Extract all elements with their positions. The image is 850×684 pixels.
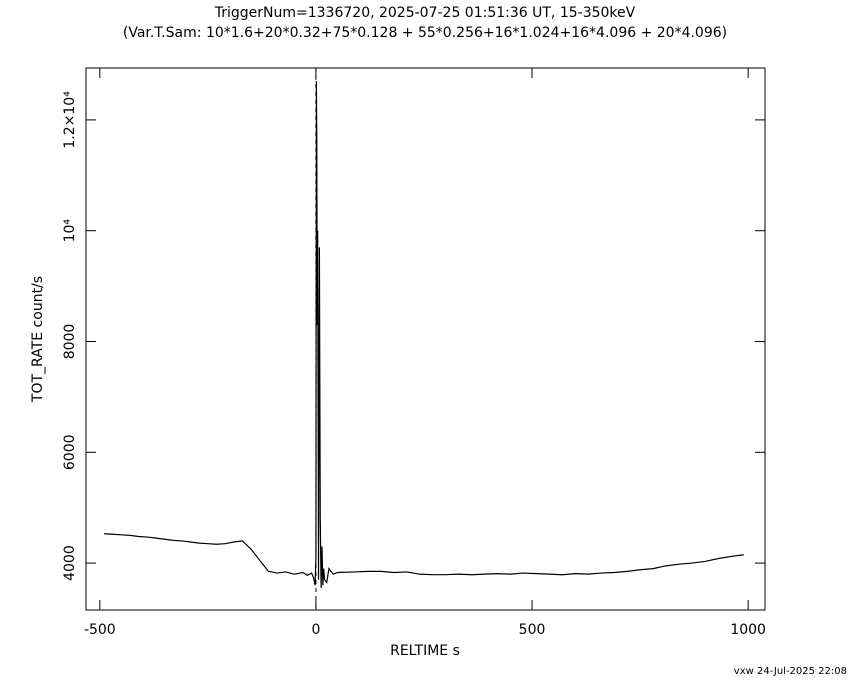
- chart-title: TriggerNum=1336720, 2025-07-25 01:51:36 …: [214, 5, 636, 21]
- footer: vxw 24-Jul-2025 22:08: [734, 666, 847, 677]
- y-tick-label: 1.2×10⁴: [62, 91, 78, 149]
- x-tick-label: -500: [84, 622, 116, 638]
- y-tick-label: 4000: [62, 545, 78, 581]
- x-tick-label: 0: [311, 622, 320, 638]
- x-tick-label: 500: [519, 622, 546, 638]
- y-tick-label: 6000: [62, 434, 78, 470]
- y-tick-label: 8000: [62, 324, 78, 360]
- light-curve: [104, 81, 744, 589]
- chart-subtitle: (Var.T.Sam: 10*1.6+20*0.32+75*0.128 + 55…: [123, 25, 727, 41]
- plot-frame: [85, 67, 766, 611]
- x-tick-label: 1000: [730, 622, 766, 638]
- y-axis-label: TOT_RATE count/s: [30, 276, 46, 403]
- y-tick-label: 10⁴: [62, 219, 78, 243]
- x-axis-label: RELTIME s: [390, 643, 460, 659]
